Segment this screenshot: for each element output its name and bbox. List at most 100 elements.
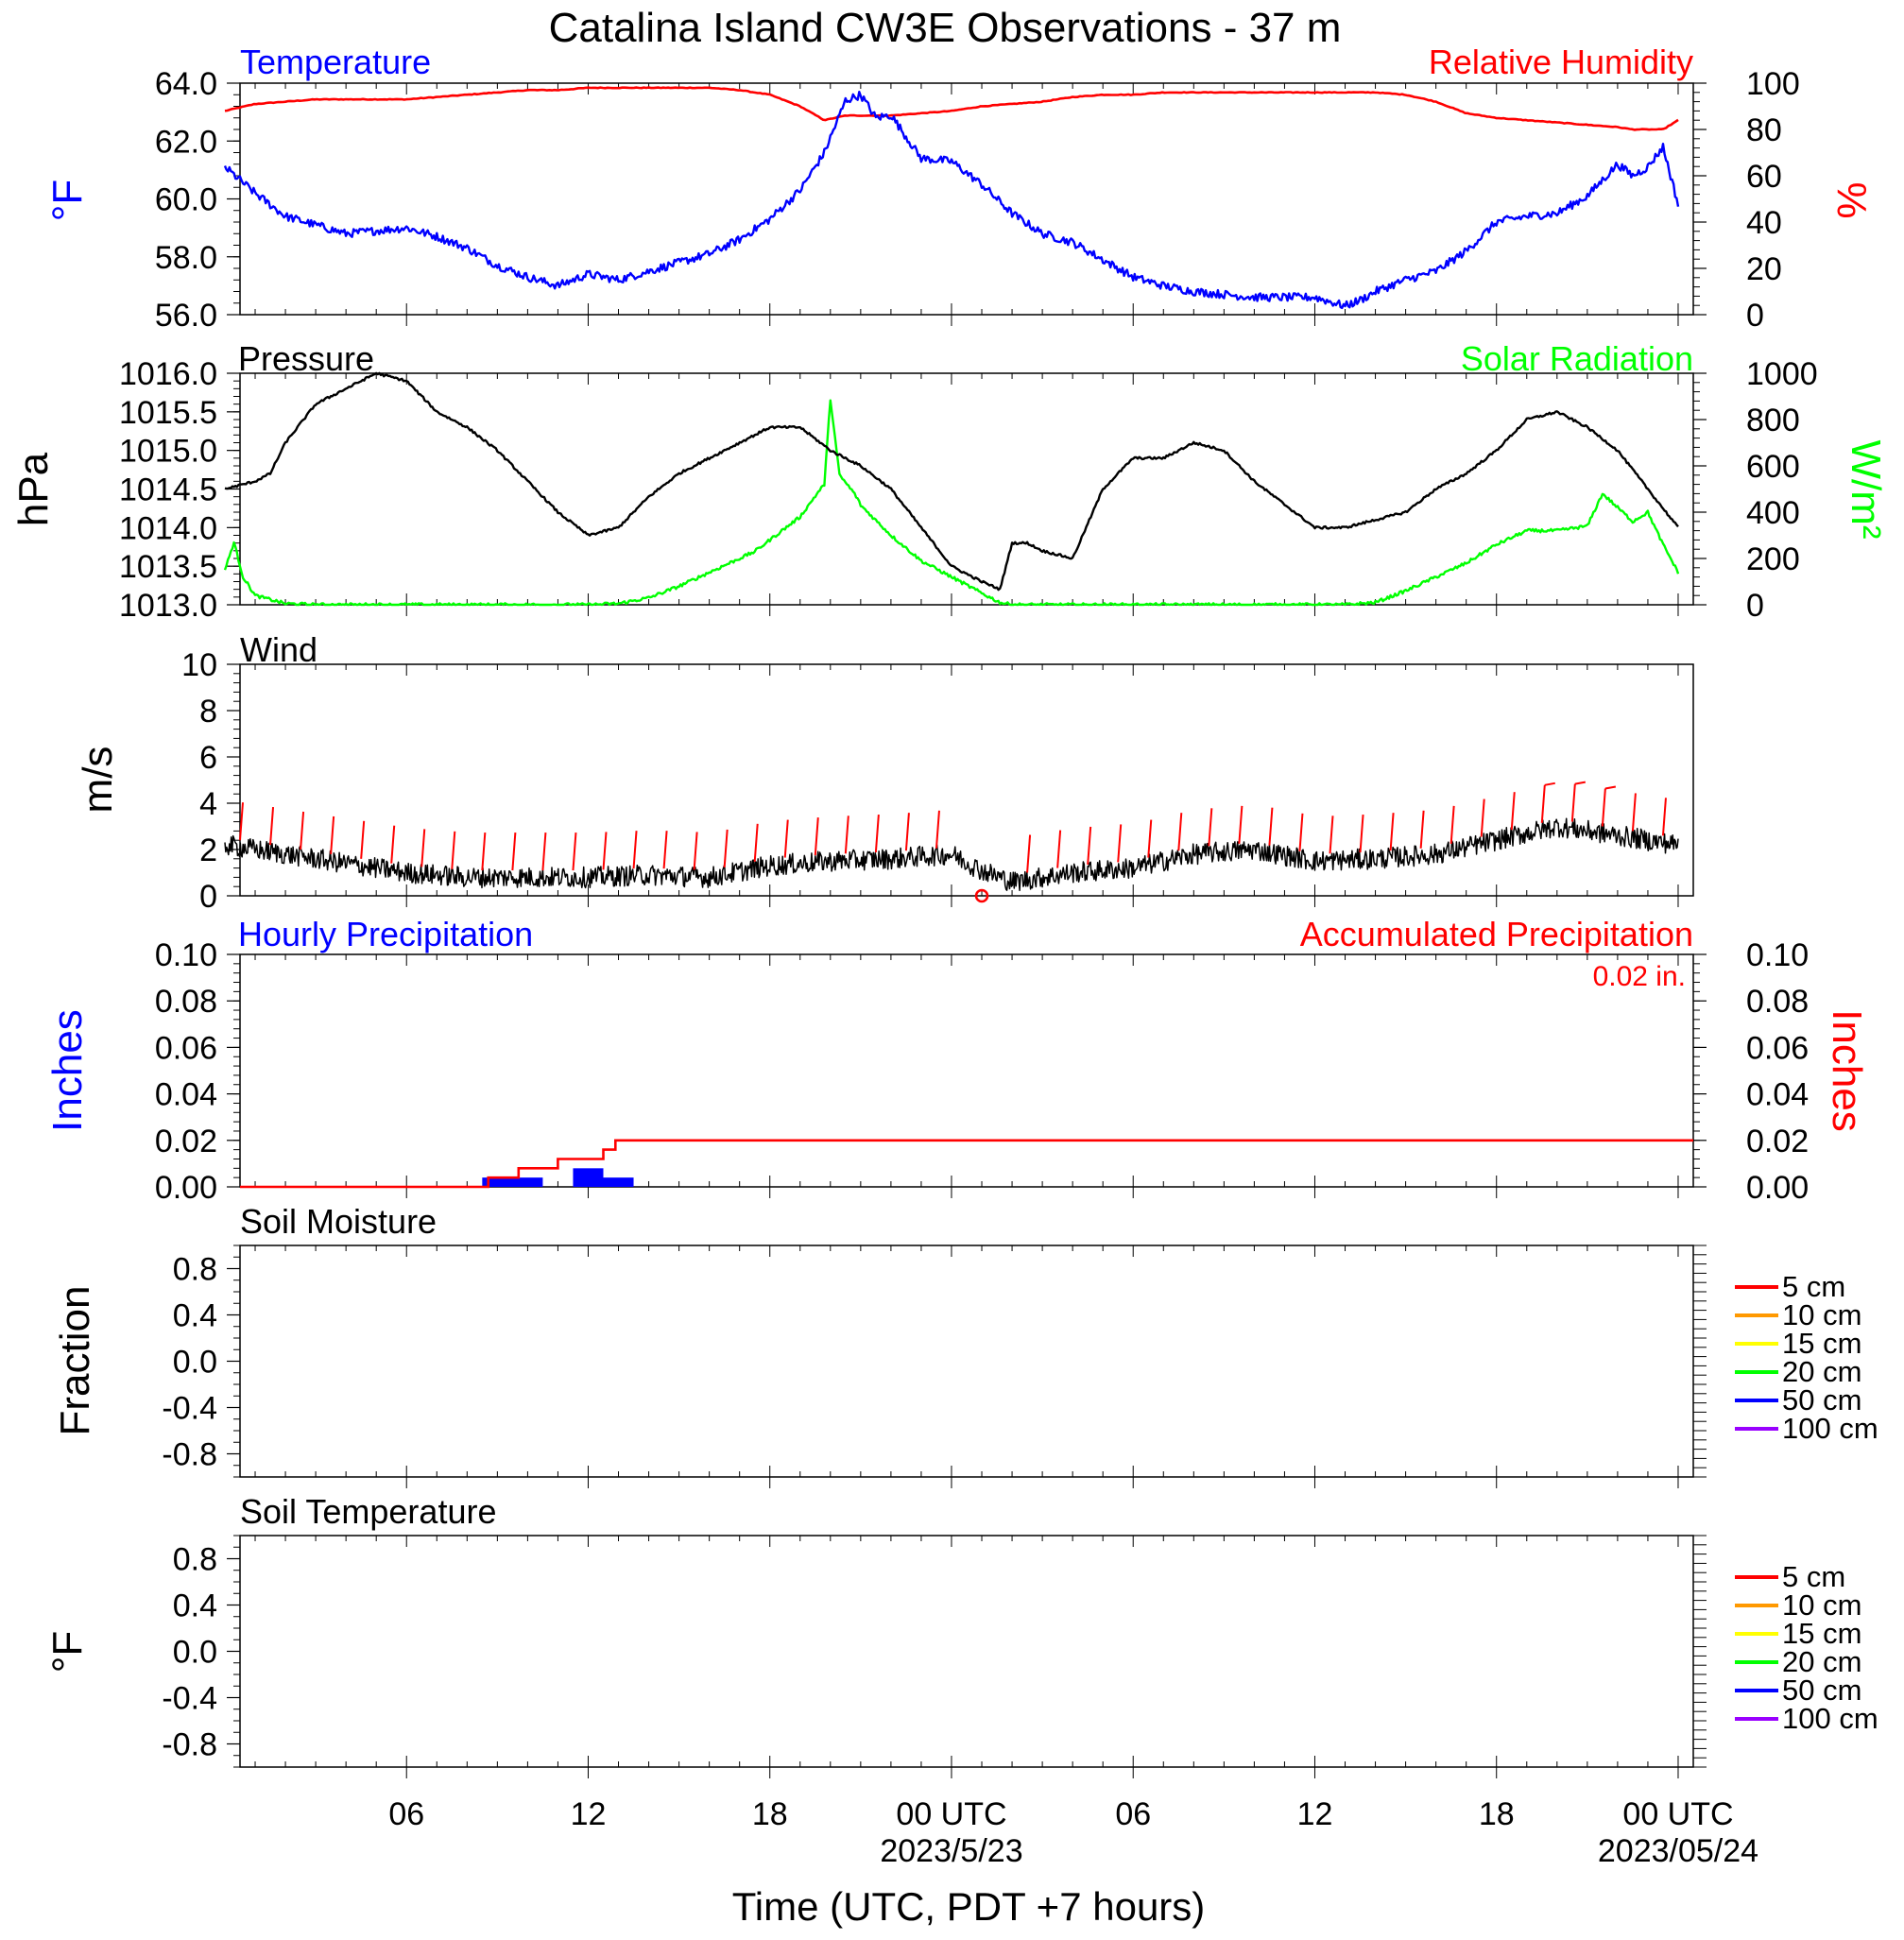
y-axis-label-left: Fraction [52, 1286, 98, 1436]
y-tick-label-right: 0.02 [1746, 1124, 1809, 1159]
y-axis-label-right: Inches [1824, 1009, 1870, 1132]
y-tick-label-left: -0.8 [162, 1437, 217, 1473]
y-tick-label-left: 0.10 [155, 937, 217, 973]
y-tick-label-left: 1015.0 [119, 434, 217, 470]
wind-barb [602, 832, 608, 870]
wind-barb [1449, 805, 1455, 844]
y-tick-label-left: -0.8 [162, 1727, 217, 1763]
wind-barb [1480, 798, 1485, 837]
y-tick-label-right: 0.00 [1746, 1170, 1809, 1206]
wind-barb [904, 813, 910, 851]
panel-title-right: Relative Humidity [1429, 43, 1693, 81]
x-tick-label: 12 [1297, 1796, 1333, 1832]
x-tick-label: 06 [388, 1796, 424, 1832]
x-tick-label: 18 [752, 1796, 788, 1832]
y-tick-label-left: -0.4 [162, 1681, 217, 1717]
wind-barb [1056, 830, 1062, 868]
legend-label: 50 cm [1782, 1383, 1861, 1416]
wind-barb [693, 832, 698, 870]
y-tick-label-left: -0.4 [162, 1391, 217, 1427]
wind-barb-flag [1544, 781, 1555, 786]
y-tick-label-left: 0 [199, 879, 217, 915]
panel-title-right: Solar Radiation [1461, 339, 1693, 378]
legend-label: 5 cm [1782, 1270, 1845, 1303]
y-axis-label-left: Inches [44, 1009, 91, 1132]
wind-barb [753, 823, 759, 862]
wind-barb [783, 819, 789, 858]
y-axis-label-left: °F [44, 180, 91, 221]
wind-barb [511, 832, 517, 871]
x-tick-date-label: 2023/5/23 [880, 1833, 1022, 1869]
plot-frame-3 [239, 663, 1694, 897]
wind-barb [1147, 819, 1153, 858]
legend-label: 10 cm [1782, 1588, 1861, 1622]
wind-barb [632, 831, 638, 869]
wind-barb [1661, 798, 1667, 836]
y-tick-label-left: 64.0 [155, 66, 217, 102]
hourly-precip-bar [603, 1177, 634, 1187]
x-tick-label: 12 [571, 1796, 607, 1832]
wind-barb [1570, 783, 1576, 822]
wind-barb [723, 829, 729, 868]
wind-barb [541, 832, 547, 871]
wind-barb [330, 815, 335, 854]
y-tick-label-left: 56.0 [155, 298, 217, 334]
hourly-precip-bar [482, 1177, 543, 1187]
y-tick-label-left: 6 [199, 740, 217, 776]
y-tick-label-right: 800 [1746, 403, 1800, 438]
wind-barb [239, 802, 244, 841]
temperature-line [223, 91, 1680, 310]
panel-precipitation: 0.00 0.02 0.04 0.06 0.08 0.10 0.00 0.02 0.04 0.06… [44, 915, 1870, 1206]
wind-barb [1117, 824, 1123, 863]
legend-label: 10 cm [1782, 1298, 1861, 1331]
panel-title-left: Wind [240, 630, 317, 669]
y-tick-label-left: 0.06 [155, 1030, 217, 1066]
wind-barb [814, 817, 819, 856]
wind-barb [572, 832, 577, 871]
wind-barb [1329, 815, 1334, 854]
y-tick-label-left: 10 [181, 647, 217, 683]
wind-barb [1601, 788, 1606, 827]
legend-label: 100 cm [1782, 1412, 1878, 1445]
y-tick-label-right: 100 [1746, 66, 1800, 102]
y-tick-label-left: 0.4 [173, 1298, 217, 1334]
wind-barb [1510, 792, 1516, 831]
panel-title-right: Accumulated Precipitation [1300, 915, 1693, 953]
y-tick-label-left: 0.08 [155, 984, 217, 1020]
panel-title-left: Hourly Precipitation [238, 915, 533, 953]
plot-frame-2 [239, 372, 1694, 606]
y-tick-label-right: 80 [1746, 112, 1782, 148]
y-tick-label-left: 1014.0 [119, 510, 217, 546]
wind-barb [935, 810, 940, 849]
legend-label: 50 cm [1782, 1674, 1861, 1707]
legend-label: 15 cm [1782, 1617, 1861, 1650]
wind-barb [451, 831, 456, 869]
y-tick-label-right: 0.08 [1746, 984, 1809, 1020]
y-tick-label-left: 1014.5 [119, 472, 217, 508]
wind-barb [300, 811, 305, 850]
wind-barb [481, 832, 487, 871]
panel-pressure-solar: 1013.01013.51014.01014.51015.01015.51016… [10, 339, 1889, 624]
y-tick-label-right: 60 [1746, 159, 1782, 195]
y-tick-label-left: 2 [199, 833, 217, 868]
y-axis-label-left: hPa [10, 452, 57, 526]
wind-barb [1540, 784, 1546, 823]
calm-wind-marker [974, 888, 989, 903]
panel-title-left: Pressure [238, 339, 374, 378]
y-tick-label-left: 1016.0 [119, 356, 217, 392]
plot-frame-4 [239, 953, 1694, 1188]
y-tick-label-right: 400 [1746, 495, 1800, 531]
panel-title-left: Temperature [240, 43, 431, 81]
wind-barb [1359, 814, 1364, 853]
panel-title-left: Soil Temperature [240, 1492, 496, 1531]
wind-barb [1177, 813, 1183, 851]
humidity-line [224, 86, 1679, 131]
x-tick-label: 06 [1115, 1796, 1151, 1832]
panel-soil-moisture: -0.8 -0.4 0.0 0.4 0.8 Soil Moisture Fraction 5 … [52, 1202, 1878, 1488]
y-tick-label-right: 20 [1746, 251, 1782, 287]
y-tick-label-left: 1013.5 [119, 549, 217, 585]
wind-barb [269, 807, 275, 846]
y-axis-label-left: °F [44, 1631, 91, 1673]
